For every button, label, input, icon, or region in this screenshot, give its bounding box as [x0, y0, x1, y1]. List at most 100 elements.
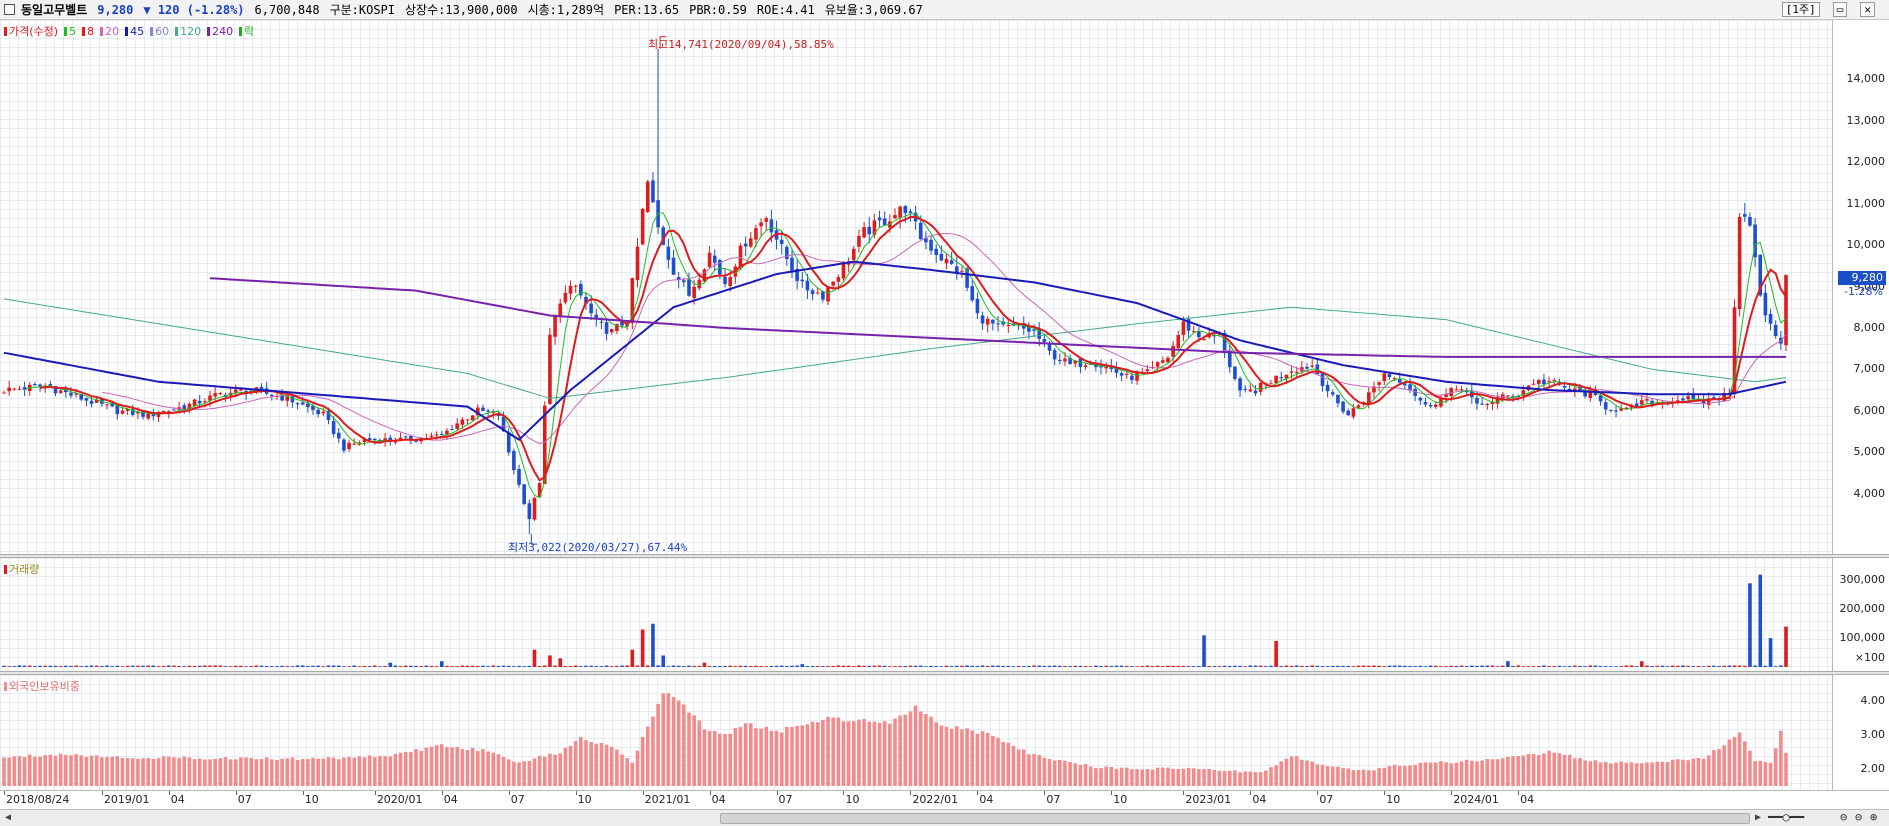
scroll-right-icon[interactable]: ▶ — [1754, 812, 1762, 823]
foreign-bar — [929, 716, 933, 786]
scroll-left-icon[interactable]: ◀ — [4, 812, 12, 823]
foreign-bar — [697, 720, 702, 786]
volume-bar — [1449, 665, 1454, 667]
zoom-reset-icon[interactable]: ⊖ — [1840, 810, 1848, 824]
foreign-chart-svg — [2, 693, 1788, 786]
foreign-bar — [712, 730, 717, 786]
foreign-bar — [1124, 767, 1129, 786]
zoom-slider-icon[interactable]: ━━○━━ — [1768, 810, 1805, 824]
foreign-bar — [1047, 758, 1052, 786]
candle-body — [924, 238, 928, 243]
volume-bar — [615, 665, 619, 667]
candle-body — [697, 279, 702, 289]
volume-bar — [1686, 665, 1690, 667]
candle-body — [1130, 375, 1134, 380]
x-tick-label: 10 — [304, 793, 319, 806]
foreign-bar — [1403, 765, 1407, 786]
candle-body — [805, 280, 810, 291]
price-panel[interactable]: 가격(수정) 5 8 20 45 60 120 240 락 최고14,741(2… — [0, 20, 1832, 554]
foreign-bar — [960, 729, 964, 786]
candle-body — [388, 437, 393, 441]
x-tick-mark — [101, 791, 103, 795]
volume-bar — [1727, 665, 1732, 667]
volume-bar — [1423, 666, 1428, 667]
candle-body — [192, 399, 197, 406]
foreign-bar — [398, 752, 403, 786]
candle-body — [1413, 388, 1417, 396]
foreign-bar — [532, 758, 537, 786]
foreign-bar — [1032, 754, 1036, 786]
candle-body — [1063, 358, 1067, 362]
volume-bar — [1047, 665, 1052, 667]
panel-divider[interactable] — [0, 554, 1889, 558]
foreign-bar — [1475, 761, 1479, 786]
volume-bar — [1294, 665, 1299, 667]
zoom-out-icon[interactable]: ⊖ — [1855, 810, 1863, 824]
candle-body — [512, 450, 516, 471]
foreign-bar — [1773, 748, 1778, 786]
volume-bar — [1624, 665, 1629, 667]
volume-bar — [270, 666, 274, 667]
volume-bar — [331, 665, 336, 667]
foreign-bar — [1387, 765, 1392, 786]
volume-bar — [136, 665, 140, 667]
low-annotation: 최저3,022(2020/03/27),67.44% — [508, 541, 688, 554]
volume-bar — [877, 665, 882, 667]
foreign-bar — [120, 757, 125, 786]
volume-bar — [1531, 666, 1536, 667]
foreign-bar — [1639, 763, 1644, 786]
volume-bar — [841, 665, 846, 667]
candle-body — [831, 281, 835, 286]
candle-body — [373, 438, 377, 440]
candle-body — [465, 419, 470, 421]
candle-body — [1639, 400, 1644, 405]
foreign-panel[interactable]: 외국인보유비중 — [0, 675, 1832, 790]
candle-body — [1387, 374, 1392, 378]
volume-bar — [1114, 665, 1119, 667]
foreign-bar — [1609, 763, 1613, 786]
volume-bar — [913, 665, 918, 667]
foreign-bar — [1351, 770, 1356, 786]
volume-bar — [594, 666, 599, 667]
volume-bar — [182, 666, 187, 667]
candle-body — [1191, 331, 1196, 333]
foreign-bar — [682, 704, 686, 786]
foreign-bar — [409, 751, 413, 786]
volume-bar — [17, 665, 22, 667]
foreign-bar — [615, 749, 619, 786]
foreign-bar — [429, 746, 434, 786]
volume-bar — [1238, 665, 1242, 667]
volume-bar — [1753, 665, 1757, 667]
volume-bar — [1722, 665, 1726, 667]
volume-bar — [908, 665, 913, 667]
volume-bar — [949, 666, 954, 667]
select-checkbox[interactable] — [4, 4, 15, 15]
foreign-bar — [1670, 759, 1675, 786]
candle-body — [1284, 374, 1289, 379]
volume-bar — [1037, 665, 1042, 667]
minimize-icon[interactable]: ▭ — [1832, 2, 1848, 17]
panel-divider[interactable] — [0, 671, 1889, 675]
scroll-thumb[interactable] — [720, 813, 1750, 824]
foreign-bar — [810, 721, 815, 786]
candle-body — [1408, 384, 1412, 390]
period-button[interactable]: [1주] — [1781, 2, 1820, 17]
volume-bar — [1320, 666, 1325, 667]
foreign-bar — [1197, 769, 1201, 786]
candle-body — [1768, 314, 1773, 324]
volume-bar — [831, 665, 835, 667]
volume-bar — [1629, 665, 1634, 667]
foreign-bar — [1176, 768, 1181, 786]
volume-panel[interactable]: 거래량 — [0, 558, 1832, 671]
candle-body — [584, 296, 588, 304]
volume-bar — [517, 665, 521, 667]
volume-bar — [1382, 666, 1387, 667]
zoom-in-icon[interactable]: ⊕ — [1870, 810, 1878, 824]
close-icon[interactable]: ✕ — [1860, 2, 1875, 17]
horizontal-scrollbar[interactable]: ◀ ▶ ━━○━━ ⊖ ⊖ ⊕ — [0, 809, 1889, 826]
volume-bar — [604, 665, 609, 667]
candle-body — [929, 239, 933, 251]
volume-bar — [1784, 626, 1788, 667]
volume-bar — [197, 665, 202, 667]
candle-body — [84, 398, 89, 401]
